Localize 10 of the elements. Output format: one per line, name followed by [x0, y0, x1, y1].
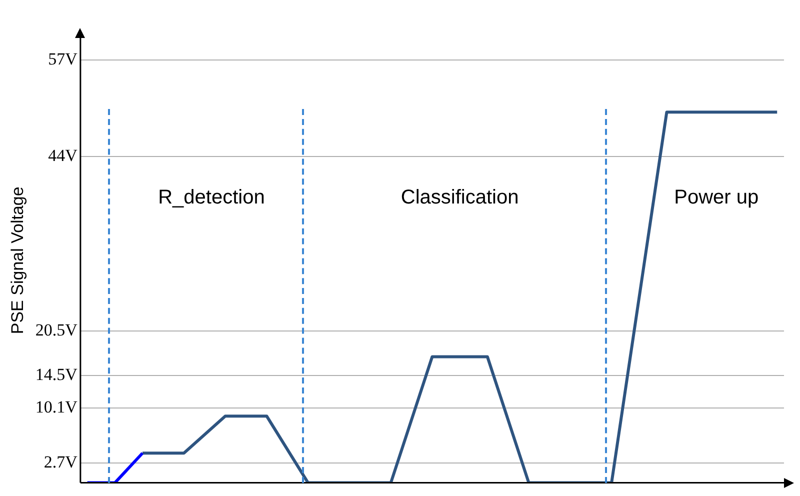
y-tick-label: 14.5V — [35, 364, 78, 384]
annotation: R_detection — [158, 186, 265, 210]
annotation: Power up — [674, 186, 759, 210]
annotation: Classification — [400, 186, 519, 210]
y-tick-label: 44V — [48, 146, 78, 166]
y-tick-label: 2.7V — [44, 452, 78, 472]
y-tick-label: 10.1V — [35, 397, 78, 416]
y-axis-title: PSE Signal Voltage — [8, 186, 27, 334]
y-tick-label: 57V — [48, 50, 78, 69]
y-tick-label: 20.5V — [35, 320, 78, 340]
